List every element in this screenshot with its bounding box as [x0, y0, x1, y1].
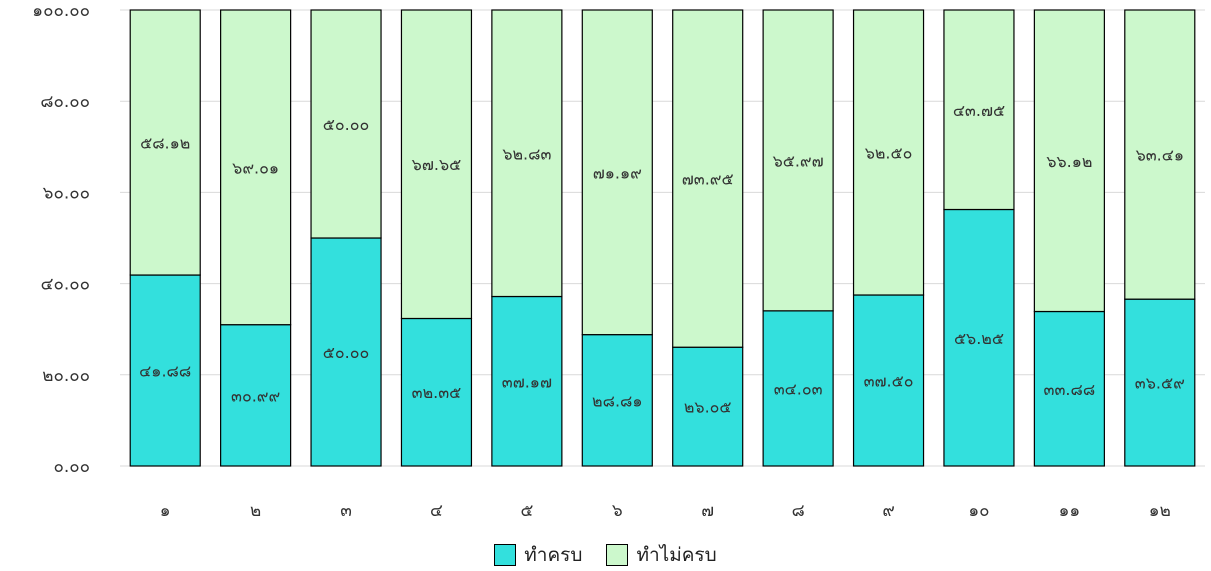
- bar-segment: [129, 274, 201, 467]
- data-label: ๖๙.๐๑: [232, 158, 279, 177]
- bar-segment: [943, 9, 1015, 211]
- bar-segment: [762, 310, 834, 467]
- chart-legend: ทำครบ ทำไม่ครบ: [0, 540, 1211, 570]
- y-tick-label: ๖๐.๐๐: [43, 183, 90, 203]
- bar-segment: [220, 324, 292, 467]
- data-label: ๖๒.๕๐: [865, 144, 913, 163]
- bar-segment: [852, 294, 925, 467]
- data-label: ๖๗.๖๕: [412, 155, 462, 174]
- x-tick-label: ๗: [701, 501, 714, 521]
- data-label: ๕๘.๑๒: [140, 134, 190, 153]
- data-label: ๓๓.๘๘: [1044, 380, 1096, 399]
- y-tick-label: ๐.๐๐: [53, 457, 90, 477]
- x-tick-label: ๒: [250, 501, 261, 521]
- legend-item-incomplete: ทำไม่ครบ: [606, 540, 717, 570]
- data-label: ๓๔.๐๓: [774, 379, 823, 398]
- legend-swatch-complete: [494, 544, 517, 566]
- x-tick-label: ๔: [430, 501, 443, 521]
- bar-segment: [129, 9, 201, 276]
- legend-label-incomplete: ทำไม่ครบ: [636, 544, 717, 566]
- bar-segment: [1033, 310, 1105, 467]
- data-label: ๕๖.๒๕: [954, 329, 1004, 348]
- bar-segment: [400, 9, 473, 320]
- bar-segment: [672, 346, 744, 467]
- legend-item-complete: ทำครบ: [494, 540, 582, 570]
- x-tick-label: ๑๐: [968, 501, 989, 521]
- bar-segment: [852, 9, 925, 296]
- x-tick-label: ๖: [612, 501, 623, 521]
- legend-swatch-incomplete: [606, 544, 629, 566]
- data-label: ๖๒.๘๓: [502, 144, 551, 163]
- data-label: ๓๗.๑๗: [502, 372, 552, 391]
- data-label: ๕๐.๐๐: [323, 115, 370, 134]
- bar-segment: [581, 9, 653, 336]
- data-label: ๒๘.๘๑: [592, 391, 642, 410]
- data-label: ๓๒.๓๕: [412, 383, 462, 402]
- x-tick-label: ๑: [160, 501, 171, 521]
- x-tick-label: ๕: [520, 501, 533, 521]
- legend-label-complete: ทำครบ: [524, 544, 583, 566]
- data-label: ๖๖.๑๒: [1046, 152, 1092, 171]
- x-tick-label: ๑๑: [1059, 501, 1081, 521]
- bar-segment: [310, 237, 382, 467]
- bar-segment: [1124, 9, 1196, 300]
- x-tick-label: ๓: [340, 501, 352, 521]
- y-tick-label: ๘๐.๐๐: [40, 92, 90, 112]
- data-label: ๓๖.๕๙: [1135, 374, 1185, 393]
- data-label: ๓๐.๙๙: [231, 386, 280, 405]
- bar-segment: [1033, 9, 1105, 313]
- bar-segment: [1124, 298, 1196, 467]
- x-tick-label: ๑๒: [1149, 501, 1171, 521]
- data-label: ๔๓.๗๕: [953, 101, 1005, 120]
- bar-segment: [400, 317, 473, 467]
- y-tick-label: ๔๐.๐๐: [41, 275, 90, 295]
- bar-segment: [220, 9, 292, 326]
- bar-segment: [491, 295, 563, 467]
- y-tick-label: ๒๐.๐๐: [42, 366, 90, 386]
- data-label: ๕๐.๐๐: [323, 343, 370, 362]
- data-label: ๗๑.๑๙: [593, 163, 642, 182]
- data-label: ๖๕.๙๗: [773, 151, 824, 170]
- bar-segment: [943, 208, 1015, 467]
- data-label: ๓๗.๕๐: [864, 372, 914, 391]
- bar-segment: [672, 9, 744, 348]
- bar-segment: [762, 9, 834, 312]
- bar-segment: [581, 334, 653, 467]
- y-tick-label: ๑๐๐.๐๐: [32, 1, 90, 21]
- x-tick-label: ๙: [882, 501, 894, 521]
- data-label: ๔๑.๘๘: [139, 362, 191, 381]
- x-tick-label: ๘: [792, 501, 805, 521]
- bar-segment: [310, 9, 382, 239]
- bar-segment: [491, 9, 563, 298]
- data-label: ๒๖.๐๕: [684, 398, 732, 417]
- data-label: ๗๓.๙๕: [682, 170, 734, 189]
- data-label: ๖๓.๔๑: [1136, 146, 1184, 165]
